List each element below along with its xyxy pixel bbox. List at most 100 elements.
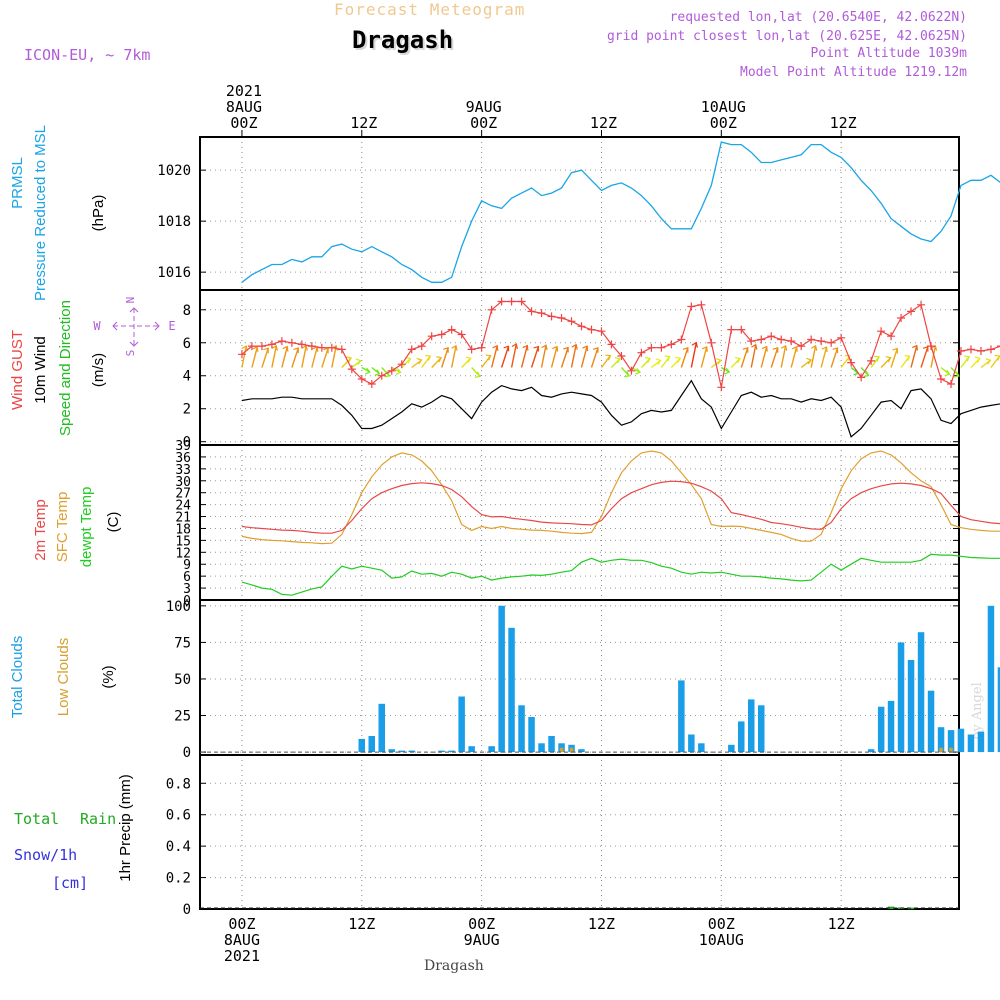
wind-arrowhead <box>724 367 731 375</box>
compass-south-label: S <box>124 350 137 357</box>
panel-frame-clouds <box>199 599 960 756</box>
wind-arrow <box>331 345 337 368</box>
gust-marker <box>687 302 696 311</box>
total-cloud-bar <box>488 746 495 752</box>
bottom-time-label: 8AUG <box>224 931 260 949</box>
gust-marker <box>657 343 666 352</box>
gust-marker <box>897 314 906 322</box>
gust-marker <box>677 335 686 344</box>
total-cloud-bar <box>967 734 975 752</box>
wind-arrowhead <box>780 344 788 351</box>
gust-marker <box>527 307 536 316</box>
y-tick-label: 0.6 <box>166 808 191 824</box>
wind-arrow <box>750 344 757 368</box>
wind-arrow <box>500 346 510 368</box>
total-cloud-bar <box>458 696 465 753</box>
wind-arrow <box>900 355 911 368</box>
gust-marker <box>617 352 626 360</box>
wind-arrow <box>840 355 851 368</box>
wind-arrow <box>600 355 611 368</box>
wind-arrow <box>441 347 449 368</box>
gust-marker <box>557 314 566 322</box>
total-cloud-bar <box>758 705 765 753</box>
compass-north-label: N <box>124 297 137 304</box>
total-cloud-bar <box>368 736 375 753</box>
wind-arrowhead <box>892 347 898 354</box>
gust-marker <box>847 358 856 367</box>
wind-arrow <box>421 355 431 368</box>
gust-marker <box>577 322 586 331</box>
total-cloud-bar <box>578 749 585 753</box>
top-time-label: 12Z <box>350 114 377 132</box>
y-tick-label: 0.2 <box>166 871 191 887</box>
pressure-unit-label: (hPa) <box>90 195 107 232</box>
total-cloud-bar <box>508 627 515 753</box>
y-tick-label: 39 <box>175 439 191 454</box>
wind-arrowhead <box>582 345 589 352</box>
wind-label: 10m Wind <box>32 336 49 404</box>
wind-arrowhead <box>465 356 472 363</box>
gust-marker <box>747 337 756 346</box>
wind-arrow <box>590 347 599 368</box>
gust-marker <box>857 373 866 382</box>
gust-marker <box>837 333 846 342</box>
bottom-time-label: 00Z <box>468 915 495 933</box>
low-cloud-bar <box>559 747 564 753</box>
gust-marker <box>257 342 266 351</box>
low-cloud-bar <box>569 747 574 753</box>
wind-arrowhead <box>791 346 798 352</box>
total-cloud-bar <box>528 717 535 753</box>
snow-label: Snow/1h <box>14 846 77 864</box>
gust-marker <box>247 342 256 351</box>
pressure-label-msl: Pressure Reduced to MSL <box>32 125 49 301</box>
total-cloud-bar <box>957 728 965 753</box>
top-time-label: 12Z <box>830 114 857 132</box>
low-cloud-bar <box>949 747 953 753</box>
wind-arrow <box>910 345 918 368</box>
gust-marker <box>927 342 936 351</box>
wind-arrow <box>530 346 540 368</box>
total-cloud-bar <box>408 750 415 753</box>
panel-frame-precip <box>199 754 960 910</box>
wind-arrow <box>321 347 329 368</box>
gust-marker <box>937 375 946 383</box>
total-cloud-bar <box>378 703 385 753</box>
y-tick-label: 25 <box>174 709 191 725</box>
wind-arrowhead <box>345 356 352 363</box>
wind-arrowhead <box>821 346 828 353</box>
wind-arrowhead <box>664 355 671 362</box>
y-tick-label: 30 <box>175 475 191 490</box>
top-time-label: 10AUG <box>701 98 746 116</box>
wind-arrow <box>980 359 991 369</box>
wind-arrow <box>740 347 749 368</box>
wind-arrowhead <box>635 367 641 375</box>
total-cloud-bar <box>498 605 505 752</box>
gust-marker <box>777 335 786 344</box>
wind-arrow <box>580 345 588 368</box>
dewpt-line <box>241 553 1000 596</box>
total-cloud-bar <box>947 730 955 752</box>
y-tick-label: 6 <box>183 336 191 352</box>
total-cloud-bar <box>867 749 875 753</box>
total-cloud-bar <box>917 632 925 753</box>
bottom-time-label: 9AUG <box>464 931 500 949</box>
total-cloud-bar <box>438 750 445 753</box>
gust-marker <box>667 340 676 349</box>
total-cloud-bar <box>728 744 735 753</box>
wind-arrowhead <box>874 355 880 362</box>
wind-arrowhead <box>844 354 851 361</box>
y-tick-label: 3 <box>183 582 191 597</box>
gust-marker <box>587 325 596 334</box>
wind-gust-line <box>241 300 1000 388</box>
gust-marker <box>817 337 826 346</box>
gust-marker <box>627 366 636 375</box>
precip-unit-label: 1hr Precip (mm) <box>117 774 134 882</box>
footer-location: Dragash <box>424 958 484 974</box>
wind-arrow <box>431 357 442 368</box>
wind-arrowhead <box>571 343 578 350</box>
gust-marker <box>597 327 606 336</box>
gust-marker <box>727 325 736 334</box>
wind-arrow <box>520 345 528 368</box>
gust-marker <box>317 343 326 352</box>
